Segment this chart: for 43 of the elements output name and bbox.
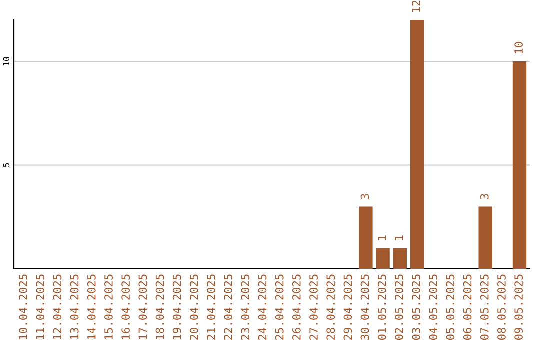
x-tick-label: 14.04.2025 [87, 274, 96, 340]
x-tick-label: 24.04.2025 [258, 274, 267, 340]
bar [410, 20, 424, 269]
x-tick-label: 03.05.2025 [412, 274, 420, 340]
x-tick-label: 28.04.2025 [326, 274, 336, 340]
bar [359, 206, 373, 269]
x-tick-label: 10.04.2025 [19, 274, 28, 340]
data-label: 10 [514, 42, 523, 54]
data-label: 1 [378, 236, 386, 240]
data-label: 1 [395, 236, 404, 240]
data-label: 12 [412, 0, 420, 12]
y-tick-label: 5 [3, 163, 10, 168]
x-tick-label: 25.04.2025 [275, 274, 284, 340]
x-tick-label: 04.05.2025 [429, 274, 438, 340]
x-tick-label: 21.04.2025 [207, 274, 216, 340]
bar [478, 206, 492, 269]
bar [393, 248, 407, 269]
data-label: 3 [480, 194, 489, 200]
x-tick-label: 29.04.2025 [344, 274, 352, 340]
data-label: 3 [360, 194, 370, 200]
x-tick-label: 19.04.2025 [172, 274, 182, 340]
x-tick-label: 08.05.2025 [498, 274, 506, 340]
x-tick-label: 06.05.2025 [463, 274, 472, 340]
x-tick-label: 30.04.2025 [360, 274, 370, 340]
x-tick-label: 11.04.2025 [36, 274, 45, 340]
x-tick-label: 17.04.2025 [138, 274, 148, 340]
x-tick-label: 15.04.2025 [104, 274, 113, 340]
x-tick-label: 12.04.2025 [53, 274, 62, 340]
x-tick-label: 02.05.2025 [394, 274, 404, 340]
x-tick-label: 05.05.2025 [446, 274, 455, 340]
x-tick-label: 13.04.2025 [70, 274, 79, 340]
x-tick-label: 20.04.2025 [190, 274, 198, 340]
x-tick-label: 27.04.2025 [310, 274, 318, 340]
x-tick-label: 18.04.2025 [156, 274, 164, 340]
x-tick-label: 09.05.2025 [514, 274, 523, 340]
x-tick-label: 16.04.2025 [122, 274, 130, 340]
x-tick-label: 01.05.2025 [378, 274, 386, 340]
x-tick-label: 23.04.2025 [241, 274, 250, 340]
bar [512, 62, 527, 269]
x-tick-label: 22.04.2025 [224, 274, 233, 340]
x-tick-label: 07.05.2025 [480, 274, 489, 340]
bar [376, 248, 390, 269]
x-tick-label: 26.04.2025 [292, 274, 301, 340]
